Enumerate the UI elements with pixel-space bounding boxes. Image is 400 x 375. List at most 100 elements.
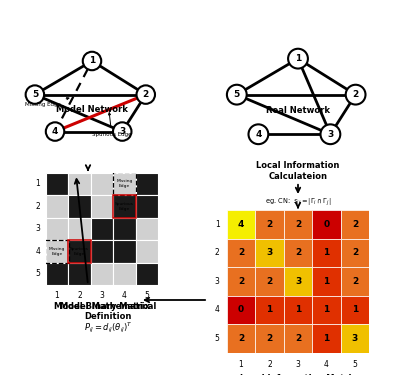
Text: Model Network: Model Network bbox=[56, 105, 128, 114]
Bar bbox=[227, 324, 255, 352]
Circle shape bbox=[346, 85, 366, 105]
Text: 0: 0 bbox=[238, 305, 244, 314]
Text: 4: 4 bbox=[52, 127, 58, 136]
Text: 5: 5 bbox=[234, 90, 240, 99]
Bar bbox=[68, 240, 91, 262]
Text: 1: 1 bbox=[323, 305, 330, 314]
Circle shape bbox=[288, 49, 308, 69]
Text: 4: 4 bbox=[255, 130, 262, 139]
Text: 3: 3 bbox=[352, 334, 358, 343]
Bar bbox=[46, 217, 68, 240]
Text: 3: 3 bbox=[295, 277, 301, 286]
Bar bbox=[68, 262, 91, 285]
Bar bbox=[91, 172, 113, 195]
Text: 1: 1 bbox=[295, 305, 301, 314]
Text: Missing Edge: Missing Edge bbox=[25, 98, 69, 107]
Text: Missing
Edge: Missing Edge bbox=[116, 180, 133, 188]
Text: 1: 1 bbox=[323, 334, 330, 343]
Text: 1: 1 bbox=[215, 220, 220, 229]
Text: 2: 2 bbox=[352, 90, 359, 99]
Text: 3: 3 bbox=[119, 127, 125, 136]
Text: 2: 2 bbox=[238, 277, 244, 286]
Bar bbox=[341, 210, 369, 238]
Bar bbox=[255, 267, 284, 296]
Text: Spurious Edge: Spurious Edge bbox=[92, 113, 132, 137]
Text: 2: 2 bbox=[238, 248, 244, 257]
Text: 4: 4 bbox=[35, 247, 40, 256]
Bar bbox=[91, 262, 113, 285]
Bar bbox=[341, 267, 369, 296]
Bar bbox=[341, 296, 369, 324]
Circle shape bbox=[83, 52, 101, 70]
Bar bbox=[91, 240, 113, 262]
Text: 5: 5 bbox=[352, 360, 358, 369]
Bar bbox=[136, 195, 158, 217]
Bar bbox=[68, 172, 91, 195]
Text: 5: 5 bbox=[144, 291, 150, 300]
Bar bbox=[284, 210, 312, 238]
Bar bbox=[284, 296, 312, 324]
Text: 1: 1 bbox=[266, 305, 273, 314]
Text: 3: 3 bbox=[327, 130, 334, 139]
Text: 1: 1 bbox=[295, 54, 301, 63]
Text: 2: 2 bbox=[266, 277, 273, 286]
Text: 1: 1 bbox=[35, 179, 40, 188]
Bar bbox=[312, 238, 341, 267]
Text: Local Information Matrix: Local Information Matrix bbox=[240, 374, 356, 375]
Text: eg. CN:  $s_{ij}=|\Gamma_i \cap \Gamma_j|$: eg. CN: $s_{ij}=|\Gamma_i \cap \Gamma_j|… bbox=[265, 197, 331, 208]
Text: 2: 2 bbox=[215, 248, 220, 257]
Bar bbox=[136, 172, 158, 195]
Bar bbox=[68, 240, 91, 262]
Text: 4: 4 bbox=[215, 305, 220, 314]
Bar bbox=[341, 238, 369, 267]
Text: Local Information
Calculateion: Local Information Calculateion bbox=[256, 161, 340, 181]
Text: 3: 3 bbox=[266, 248, 273, 257]
Text: Model Mathematical
Definition: Model Mathematical Definition bbox=[60, 302, 156, 321]
Bar bbox=[255, 210, 284, 238]
Bar bbox=[113, 195, 136, 217]
Bar bbox=[68, 217, 91, 240]
Bar bbox=[312, 267, 341, 296]
Text: 4: 4 bbox=[122, 291, 127, 300]
Text: 1: 1 bbox=[89, 57, 95, 66]
Text: $P_{ij}=d_{ij}(\theta_{ij})^{T}$: $P_{ij}=d_{ij}(\theta_{ij})^{T}$ bbox=[84, 321, 132, 335]
Text: Real Network: Real Network bbox=[266, 106, 330, 115]
Text: 2: 2 bbox=[295, 248, 301, 257]
Text: 4: 4 bbox=[238, 220, 244, 229]
Text: 2: 2 bbox=[266, 334, 273, 343]
Text: 2: 2 bbox=[352, 220, 358, 229]
Bar bbox=[341, 324, 369, 352]
Text: 0: 0 bbox=[324, 220, 330, 229]
Bar bbox=[255, 238, 284, 267]
Circle shape bbox=[136, 86, 155, 104]
Bar bbox=[284, 324, 312, 352]
Text: 2: 2 bbox=[238, 334, 244, 343]
Bar bbox=[91, 195, 113, 217]
Text: 2: 2 bbox=[77, 291, 82, 300]
Bar bbox=[113, 262, 136, 285]
Text: 2: 2 bbox=[266, 220, 273, 229]
Bar bbox=[255, 324, 284, 352]
Circle shape bbox=[26, 86, 44, 104]
Bar bbox=[113, 240, 136, 262]
Bar bbox=[113, 172, 136, 195]
Bar bbox=[227, 267, 255, 296]
Text: 1: 1 bbox=[239, 360, 243, 369]
Text: 5: 5 bbox=[215, 334, 220, 343]
Bar bbox=[46, 262, 68, 285]
Bar bbox=[46, 195, 68, 217]
Bar bbox=[136, 240, 158, 262]
Text: 1: 1 bbox=[352, 305, 358, 314]
Text: 1: 1 bbox=[55, 291, 59, 300]
Text: 5: 5 bbox=[32, 90, 38, 99]
Bar bbox=[312, 296, 341, 324]
Text: 3: 3 bbox=[215, 277, 220, 286]
Bar bbox=[284, 238, 312, 267]
Text: Missing
Edge: Missing Edge bbox=[49, 247, 65, 255]
Circle shape bbox=[248, 124, 268, 144]
Text: 3: 3 bbox=[100, 291, 104, 300]
Bar bbox=[46, 172, 68, 195]
Circle shape bbox=[320, 124, 340, 144]
Bar bbox=[113, 217, 136, 240]
Bar bbox=[68, 195, 91, 217]
